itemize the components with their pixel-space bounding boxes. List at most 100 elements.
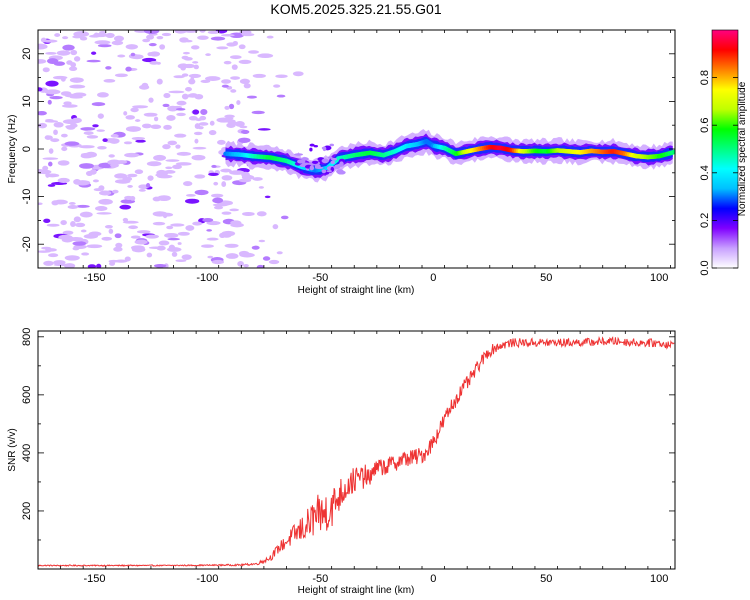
spectrogram-noise-cell bbox=[73, 244, 87, 250]
spectrogram-noise-cell bbox=[224, 243, 239, 248]
spectrogram-noise-cell bbox=[83, 131, 94, 135]
spectrogram-noise-cell bbox=[294, 153, 304, 156]
snr-panel: -150 -100 -50 0 50 100 200 400 600 800 Height of … bbox=[7, 328, 676, 596]
spectrogram-noise-cell bbox=[171, 251, 178, 257]
spectrogram-noise-cell bbox=[276, 94, 286, 98]
colorbar-tick-label: 0.2 bbox=[699, 213, 711, 228]
spectrogram-noise-cell bbox=[326, 170, 333, 173]
spectrogram-noise-cell bbox=[220, 34, 235, 37]
spectrogram-noise-cell bbox=[225, 253, 239, 259]
spectrogram-noise-cell bbox=[44, 135, 51, 140]
spectrogram-noise-cell bbox=[98, 190, 112, 196]
spectrogram-noise-cell bbox=[257, 128, 271, 131]
spectrogram-noise-cell bbox=[64, 255, 80, 261]
spectrogram-noise-cell bbox=[111, 40, 124, 46]
spectrogram-noise-cell bbox=[104, 225, 113, 229]
spectrogram-noise-cell bbox=[251, 245, 260, 250]
spectrogram-xtick-label: -50 bbox=[312, 272, 328, 284]
spectrogram-noise-cell bbox=[60, 220, 67, 226]
spectrogram-noise-cell bbox=[108, 154, 115, 158]
spectrogram-xtick-label: -100 bbox=[196, 272, 218, 284]
spectrogram-noise-cell bbox=[189, 93, 197, 96]
spectrogram-noise-cell bbox=[54, 33, 61, 37]
spectrogram-noise-cell bbox=[52, 75, 68, 80]
spectrogram-noise-cell bbox=[182, 51, 190, 55]
spectrogram-noise-cell bbox=[172, 164, 182, 170]
spectrogram-noise-cell bbox=[211, 193, 224, 198]
spectrogram-noise-cell bbox=[130, 235, 141, 239]
spectrogram-noise-cell bbox=[130, 52, 136, 57]
snr-xtick-label: 100 bbox=[650, 573, 668, 585]
spectrogram-noise-cell bbox=[147, 52, 154, 57]
spectrogram-noise-cell bbox=[339, 161, 344, 167]
spectrogram-noise-cell bbox=[91, 51, 97, 55]
spectrogram-noise-cell bbox=[93, 32, 100, 38]
spectrogram-noise-cell bbox=[113, 246, 123, 252]
spectrogram-noise-cell bbox=[211, 259, 225, 265]
spectrogram-noise-cell bbox=[114, 73, 128, 78]
spectrogram-noise-cell bbox=[97, 145, 107, 150]
spectrogram-noise-cell bbox=[212, 203, 229, 207]
spectrogram-noise-cell bbox=[145, 234, 159, 239]
spectrogram-noise-cell bbox=[166, 114, 176, 121]
spectrogram-noise-cell bbox=[207, 255, 214, 259]
spectrogram-noise-cell bbox=[336, 169, 344, 174]
spectrogram-noise-cell bbox=[72, 241, 87, 246]
spectrogram-noise-cell bbox=[125, 44, 139, 50]
spectrogram-noise-cell bbox=[230, 89, 237, 93]
spectrogram-noise-cell bbox=[159, 44, 166, 50]
spectrogram-noise-cell bbox=[276, 251, 283, 255]
spectrogram-noise-cell bbox=[75, 204, 90, 208]
spectrogram-noise-cell bbox=[142, 38, 151, 43]
spectrogram-noise-cell bbox=[156, 78, 163, 85]
spectrogram-noise-cell bbox=[87, 264, 97, 268]
spectrogram-noise-cell bbox=[61, 104, 78, 108]
spectrogram-noise-cell bbox=[81, 252, 90, 256]
spectrogram-noise-cell bbox=[198, 122, 209, 126]
spectrogram-noise-cell bbox=[163, 124, 172, 130]
spectrogram-noise-cell bbox=[168, 244, 176, 251]
spectrogram-noise-cell bbox=[53, 121, 64, 128]
spectrogram-noise-cell bbox=[237, 137, 251, 143]
spectrogram-noise-cell bbox=[69, 77, 84, 83]
spectrogram-noise-cell bbox=[58, 234, 73, 240]
spectrogram-noise-cell bbox=[117, 54, 126, 58]
spectrogram-ytick-label: 10 bbox=[21, 95, 33, 107]
spectrogram-noise-cell bbox=[221, 181, 227, 188]
spectrogram-ytick-label: -20 bbox=[21, 236, 33, 252]
spectrogram-noise-cell bbox=[208, 172, 219, 176]
snr-xtick-label: -50 bbox=[312, 573, 328, 585]
spectrogram-noise-cell bbox=[46, 58, 59, 64]
snr-xlabel: Height of straight line (km) bbox=[298, 585, 415, 596]
spectrogram-noise-cell bbox=[85, 151, 97, 158]
spectrogram-noise-cell bbox=[221, 79, 232, 84]
spectrogram-noise-cell bbox=[102, 138, 108, 143]
spectrogram-noise-cell bbox=[205, 53, 211, 57]
spectrogram-noise-cell bbox=[146, 252, 153, 258]
spectrogram-noise-cell bbox=[193, 131, 203, 136]
spectrogram-noise-cell bbox=[70, 221, 76, 227]
colorbar-label: Normalized spectral amplitude bbox=[737, 81, 748, 216]
spectrogram-noise-cell bbox=[272, 224, 279, 230]
spectrogram-noise-cell bbox=[47, 99, 52, 105]
colorbar-tick-label: 0.0 bbox=[699, 260, 711, 275]
spectrogram-noise-cell bbox=[134, 239, 148, 245]
spectrogram-noise-cell bbox=[214, 205, 224, 210]
spectrogram-noise-cell bbox=[262, 256, 271, 261]
spectrogram-noise-cell bbox=[192, 146, 207, 150]
spectrogram-noise-cell bbox=[238, 178, 252, 183]
spectrogram-noise-cell bbox=[181, 73, 189, 77]
spectrogram-noise-cell bbox=[231, 64, 238, 70]
spectrogram-noise-cell bbox=[264, 195, 271, 199]
spectrogram-noise-cell bbox=[321, 169, 327, 174]
spectrogram-noise-cell bbox=[42, 39, 58, 43]
spectrogram-noise-cell bbox=[194, 174, 206, 179]
spectrogram-noise-cell bbox=[258, 239, 266, 243]
spectrogram-noise-cell bbox=[45, 118, 54, 122]
snr-ytick-label: 200 bbox=[21, 502, 33, 520]
spectrogram-noise-cell bbox=[156, 174, 173, 179]
spectrogram-noise-cell bbox=[135, 139, 146, 143]
spectrogram-noise-cell bbox=[143, 112, 158, 117]
spectrogram-noise-cell bbox=[145, 183, 151, 188]
